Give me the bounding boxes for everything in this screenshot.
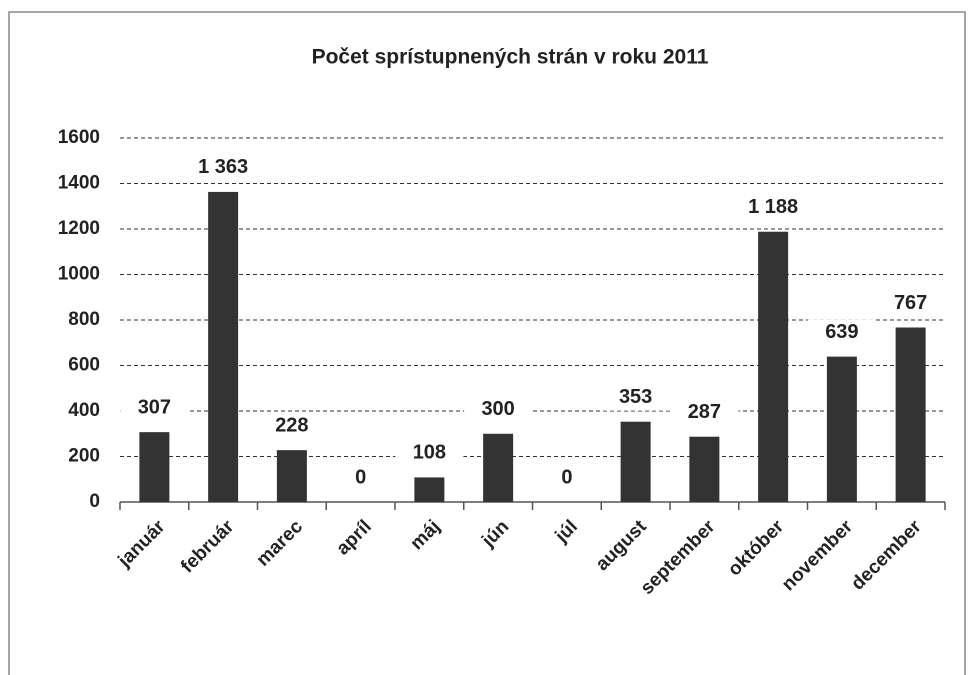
x-tick-label: február: [177, 516, 239, 578]
value-label-bg: [257, 413, 326, 440]
x-tick-label: september: [637, 516, 720, 599]
y-tick-label: 0: [89, 491, 100, 512]
x-tick-label: júl: [551, 516, 582, 547]
value-label: 0: [561, 466, 572, 488]
value-label-bg: [189, 154, 258, 181]
y-tick-label: 600: [68, 355, 100, 376]
y-tick-label: 200: [68, 446, 100, 467]
y-tick-label: 1400: [58, 173, 100, 194]
value-label: 1 188: [748, 196, 798, 218]
value-label-bg: [739, 194, 808, 221]
value-label-bg: [120, 395, 189, 422]
value-label-bg: [395, 440, 464, 467]
x-tick-label: október: [724, 516, 789, 581]
bar: [689, 436, 720, 502]
bar: [276, 450, 307, 502]
value-label: 108: [413, 442, 446, 464]
y-tick-label: 800: [68, 309, 100, 330]
bar: [826, 356, 857, 502]
bar: [139, 432, 170, 502]
value-label-bg: [601, 384, 670, 411]
bar: [414, 477, 445, 502]
x-tick-label: január: [114, 516, 170, 572]
y-tick-label: 400: [68, 400, 100, 421]
x-tick-label: december: [847, 516, 926, 595]
y-tick-label: 1600: [58, 127, 100, 148]
value-label: 353: [619, 386, 652, 408]
bar: [208, 191, 239, 503]
chart-frame: [8, 11, 966, 675]
value-label: 767: [894, 292, 927, 314]
value-label: 639: [825, 321, 858, 343]
x-tick-label: august: [592, 516, 651, 575]
y-tick-label: 1000: [58, 264, 100, 285]
x-tick-label: jún: [477, 516, 513, 552]
bar: [758, 231, 789, 503]
value-label-bg: [326, 465, 395, 491]
value-label-bg: [464, 396, 533, 423]
value-label: 300: [481, 398, 514, 420]
value-label-bg: [532, 465, 601, 491]
bar: [620, 421, 651, 502]
x-tick-label: marec: [253, 516, 308, 571]
bar: [895, 327, 926, 502]
value-label: 228: [275, 414, 308, 436]
value-label-bg: [876, 290, 945, 317]
value-label-bg: [670, 399, 739, 426]
value-label: 307: [138, 396, 171, 418]
value-label: 287: [688, 401, 721, 423]
chart-title: Počet sprístupnených strán v roku 2011: [312, 46, 709, 69]
y-tick-label: 1200: [58, 218, 100, 239]
value-label-bg: [807, 319, 876, 346]
bar: [483, 433, 514, 502]
x-tick-label: november: [778, 516, 857, 595]
value-label: 0: [355, 466, 366, 488]
value-label: 1 363: [198, 156, 248, 178]
x-tick-label: máj: [406, 516, 444, 554]
x-tick-label: apríl: [332, 516, 375, 559]
